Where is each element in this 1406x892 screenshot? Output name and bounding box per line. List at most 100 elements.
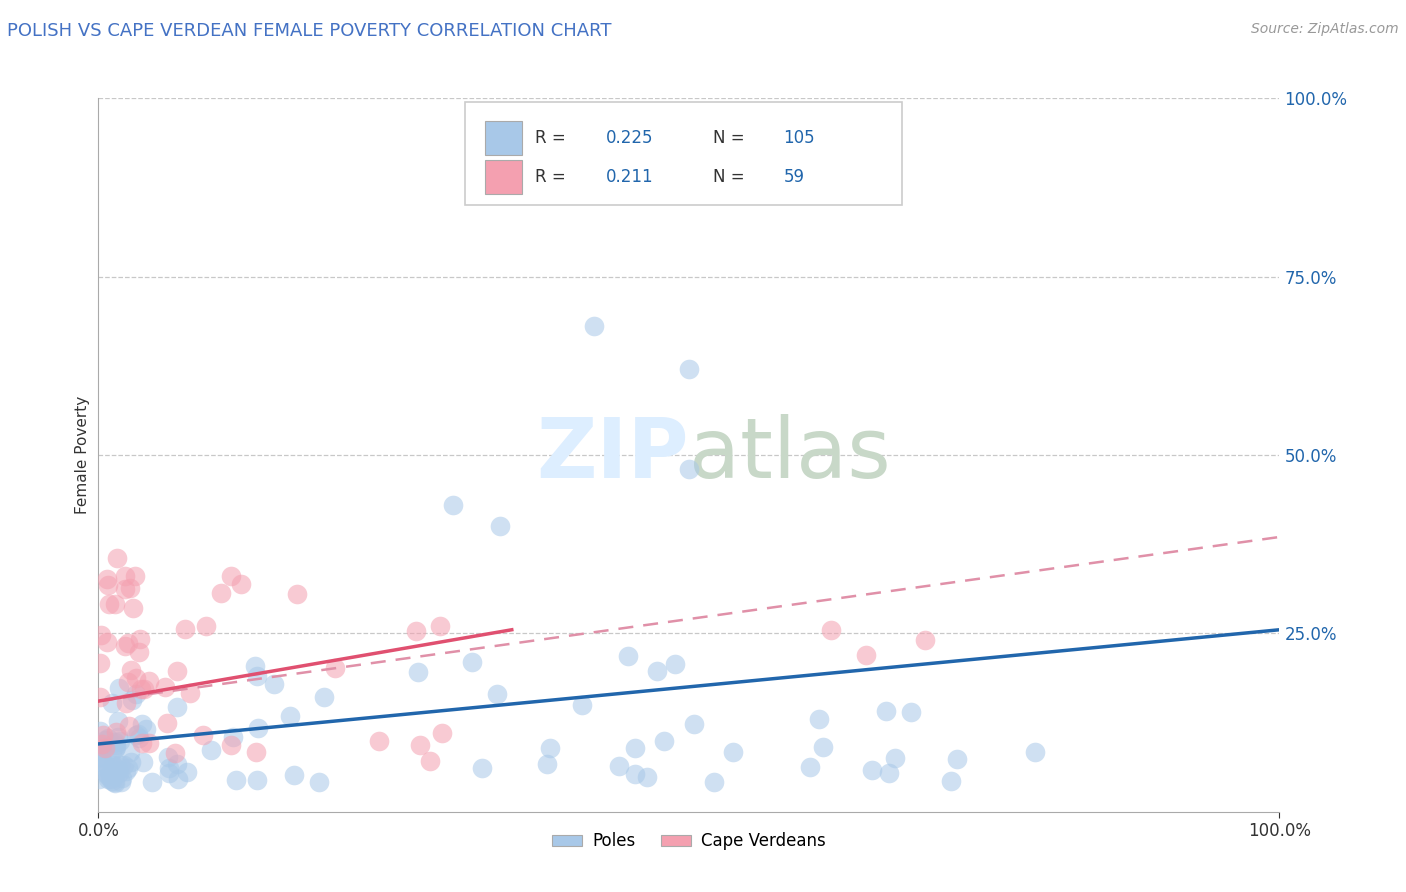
Point xyxy=(101,744,124,758)
Point xyxy=(125,728,148,742)
Point xyxy=(799,759,821,773)
Point xyxy=(461,656,484,670)
Point xyxy=(166,700,188,714)
Point xyxy=(91,728,114,742)
Text: N =: N = xyxy=(713,169,744,186)
Point xyxy=(138,673,160,688)
Point xyxy=(105,764,128,778)
Point xyxy=(89,772,111,786)
Point xyxy=(225,773,247,788)
Point xyxy=(617,648,640,663)
Point xyxy=(90,737,112,751)
Point xyxy=(110,758,132,772)
Point xyxy=(855,648,877,662)
Point xyxy=(536,756,558,771)
Point xyxy=(120,664,142,678)
Point xyxy=(100,772,122,786)
Point xyxy=(103,760,125,774)
Point xyxy=(678,462,700,476)
Point xyxy=(117,761,139,775)
Point xyxy=(105,740,128,755)
Point xyxy=(125,671,148,685)
Text: R =: R = xyxy=(536,129,567,147)
Point xyxy=(128,632,150,646)
Text: ZIP: ZIP xyxy=(537,415,689,495)
Text: 59: 59 xyxy=(783,169,804,186)
FancyBboxPatch shape xyxy=(485,161,523,194)
Text: 105: 105 xyxy=(783,129,815,147)
Point xyxy=(107,730,129,744)
FancyBboxPatch shape xyxy=(464,102,901,205)
Point xyxy=(167,772,190,787)
Point xyxy=(104,742,127,756)
Point xyxy=(245,745,267,759)
Point xyxy=(129,682,152,697)
Point xyxy=(229,576,252,591)
Point xyxy=(945,752,967,766)
Point xyxy=(114,764,136,779)
Point xyxy=(811,740,834,755)
Point xyxy=(97,768,120,782)
Point xyxy=(127,727,149,741)
Point xyxy=(93,739,115,753)
Point xyxy=(131,716,153,731)
Point xyxy=(112,757,135,772)
Point xyxy=(93,740,115,755)
Point xyxy=(163,747,186,761)
Point xyxy=(471,761,494,775)
Point xyxy=(939,774,962,789)
Point xyxy=(194,618,217,632)
Point xyxy=(246,669,269,683)
Point xyxy=(645,664,668,678)
Point xyxy=(652,733,675,747)
Point xyxy=(118,718,141,732)
Point xyxy=(166,664,188,678)
Point xyxy=(104,724,127,739)
Point xyxy=(105,550,128,565)
Point xyxy=(118,581,141,595)
Point xyxy=(900,705,922,719)
Point xyxy=(132,682,155,697)
Legend: Poles, Cape Verdeans: Poles, Cape Verdeans xyxy=(546,826,832,857)
Point xyxy=(796,177,818,191)
Point xyxy=(173,622,195,636)
Point xyxy=(441,498,464,512)
Point xyxy=(683,717,706,731)
Point xyxy=(97,578,120,592)
Point xyxy=(877,765,900,780)
Point xyxy=(135,723,157,737)
Point xyxy=(131,736,153,750)
Point xyxy=(94,733,117,747)
Point xyxy=(419,754,441,768)
Point xyxy=(636,771,658,785)
Point xyxy=(101,758,124,772)
Point xyxy=(664,657,686,672)
Point xyxy=(583,319,606,334)
Point xyxy=(108,765,131,780)
Point xyxy=(132,755,155,769)
Point xyxy=(623,740,645,755)
Point xyxy=(368,733,391,747)
Point xyxy=(89,656,111,670)
Point xyxy=(246,722,269,736)
Point xyxy=(91,759,114,773)
Point xyxy=(200,743,222,757)
Point xyxy=(914,633,936,648)
Point xyxy=(104,735,127,749)
Point xyxy=(153,681,176,695)
Point xyxy=(90,740,112,755)
Point xyxy=(308,774,330,789)
Point xyxy=(406,665,429,679)
Point xyxy=(108,681,131,695)
Point xyxy=(222,730,245,744)
Point xyxy=(118,746,141,760)
Point xyxy=(138,736,160,750)
Point xyxy=(429,618,451,632)
Point xyxy=(166,757,188,772)
Point xyxy=(156,716,179,731)
Point xyxy=(104,597,127,611)
Point xyxy=(278,708,301,723)
Point xyxy=(94,766,117,780)
Text: Source: ZipAtlas.com: Source: ZipAtlas.com xyxy=(1251,22,1399,37)
Point xyxy=(90,628,112,642)
